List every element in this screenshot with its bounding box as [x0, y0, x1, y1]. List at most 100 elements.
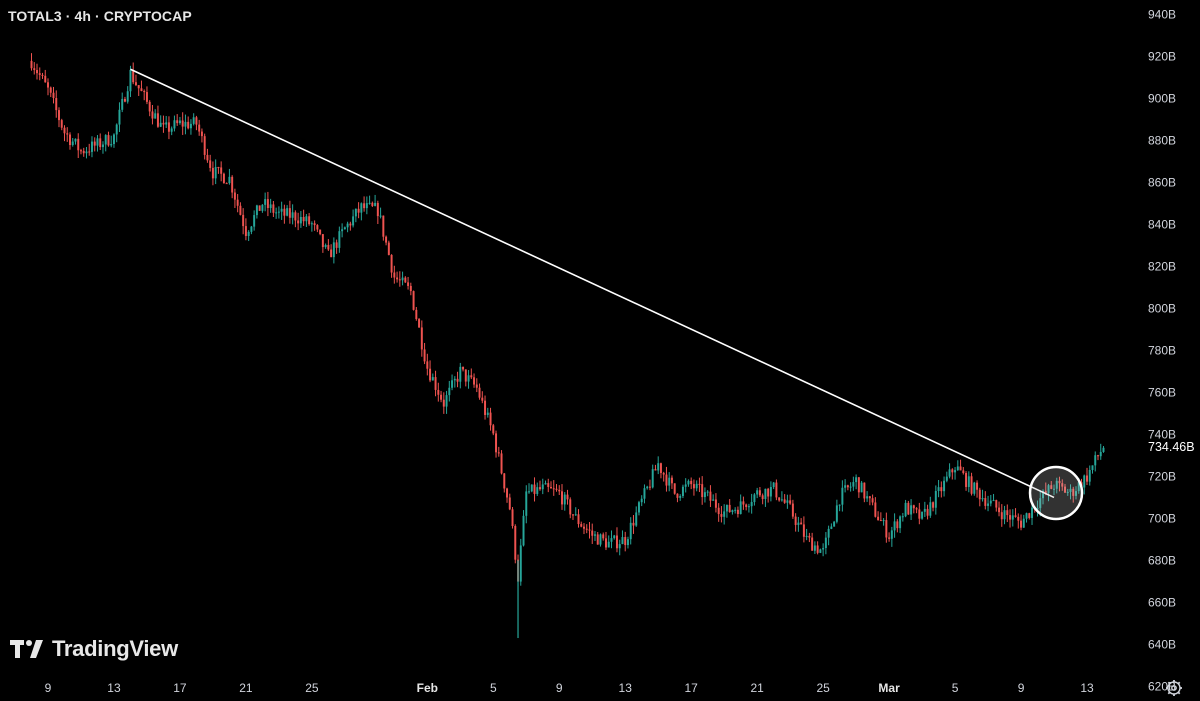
candle-body: [396, 277, 399, 280]
candle-body: [266, 199, 269, 209]
candle-body: [593, 534, 596, 536]
candle-body: [940, 487, 943, 492]
candle-body: [657, 463, 660, 471]
candle-body: [1083, 475, 1086, 488]
candle-body: [269, 204, 272, 209]
candle-body: [580, 524, 583, 527]
candle-body: [720, 514, 723, 517]
candle-body: [659, 463, 662, 473]
candle-body: [868, 496, 871, 499]
candle-body: [426, 361, 429, 369]
candle-body: [602, 534, 605, 539]
candle-body: [1064, 486, 1067, 493]
candle-body: [871, 498, 874, 503]
candle-body: [742, 501, 745, 505]
candle-body: [654, 469, 657, 471]
candle-body: [368, 202, 371, 204]
candle-body: [992, 500, 995, 502]
chart-title[interactable]: TOTAL3 · 4h · CRYPTOCAP: [8, 8, 192, 24]
candle-body: [1028, 513, 1031, 518]
candle-body: [695, 483, 698, 489]
candle-body: [264, 199, 267, 205]
candle-body: [170, 128, 173, 132]
gear-icon[interactable]: [1164, 678, 1184, 698]
candle-body: [753, 494, 756, 503]
candle-body: [233, 192, 236, 200]
time-axis[interactable]: 9 13 17 21 25 Feb 5 9 13 17 21 25 Mar 5 9 13: [45, 681, 1094, 695]
x-tick-label: 17: [173, 681, 187, 695]
candle-body: [703, 492, 706, 498]
y-tick-label: 640B: [1148, 637, 1176, 651]
candle-body: [1031, 507, 1034, 518]
candle-body: [607, 541, 610, 548]
candle-body: [588, 529, 591, 531]
candle-body: [574, 514, 577, 516]
candle-body: [335, 242, 338, 248]
breakout-circle[interactable]: [1028, 465, 1084, 521]
candle-body: [112, 134, 115, 145]
candle-body: [959, 466, 962, 471]
candle-body: [38, 73, 41, 75]
candle-body: [453, 378, 456, 381]
candle-body: [937, 487, 940, 492]
candle-body: [52, 92, 55, 99]
candle-body: [239, 205, 242, 215]
candle-body: [253, 215, 256, 227]
candle-body: [734, 509, 737, 511]
candle-body: [731, 510, 734, 513]
candle-body: [385, 236, 388, 243]
candle-body: [58, 110, 60, 121]
candle-body: [819, 549, 822, 553]
candle-body: [486, 412, 489, 415]
candle-body: [316, 225, 319, 230]
candle-body: [459, 366, 462, 382]
candle-body: [272, 204, 275, 213]
candle-body: [363, 203, 366, 209]
candle-body: [434, 377, 437, 390]
candle-body: [327, 244, 330, 250]
candle-body: [365, 203, 368, 209]
candle-body: [178, 120, 181, 124]
candle-body: [1099, 451, 1102, 457]
candle-body: [1000, 512, 1003, 520]
candle-body: [1086, 475, 1088, 482]
candle-body: [302, 216, 305, 222]
candle-body: [36, 70, 38, 74]
candle-body: [1011, 515, 1014, 520]
candle-body: [808, 535, 811, 538]
candle-body: [68, 134, 71, 146]
candle-body: [209, 160, 212, 168]
price-axis[interactable]: 620B640B660B680B700B720B740B760B780B800B…: [1148, 8, 1195, 694]
candle-body: [651, 469, 654, 488]
candle-body: [184, 121, 187, 127]
candle-body: [596, 534, 599, 545]
candle-body: [228, 176, 231, 184]
annotations-group: [130, 68, 1084, 521]
candle-body: [896, 521, 899, 529]
candle-body: [1053, 488, 1056, 490]
candle-body: [145, 92, 148, 102]
candle-body: [506, 488, 509, 498]
candle-body: [445, 395, 448, 407]
candle-body: [137, 85, 140, 89]
candle-body: [555, 488, 558, 490]
candle-body: [1094, 455, 1097, 466]
candle-body: [200, 131, 203, 137]
trendline[interactable]: [130, 68, 1055, 499]
candle-body: [923, 508, 926, 512]
candle-body: [915, 508, 918, 510]
candle-body: [33, 68, 36, 71]
candle-body: [250, 226, 253, 232]
candle-body: [288, 208, 291, 218]
brand[interactable]: TradingView: [10, 636, 178, 662]
candle-body: [629, 522, 632, 540]
candle-body: [846, 485, 849, 488]
candle-body: [74, 138, 77, 142]
candle-body: [475, 384, 478, 388]
candle-body: [481, 397, 484, 401]
candle-body: [775, 482, 778, 498]
candle-body: [30, 60, 33, 69]
candle-body: [156, 113, 159, 127]
candle-body: [778, 497, 781, 501]
